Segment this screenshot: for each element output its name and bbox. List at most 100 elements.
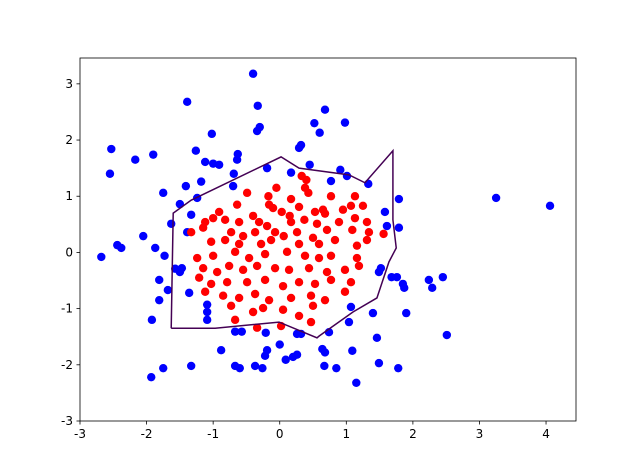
- point: [252, 126, 262, 136]
- point: [186, 361, 196, 371]
- point: [184, 288, 194, 298]
- x-tick-label: 2: [409, 427, 417, 441]
- point: [200, 157, 210, 167]
- point: [438, 272, 448, 282]
- point: [238, 231, 248, 241]
- point: [364, 179, 373, 189]
- point: [214, 160, 224, 169]
- point: [105, 169, 115, 178]
- point: [294, 311, 304, 321]
- point: [207, 129, 217, 139]
- point: [206, 279, 216, 289]
- point: [264, 192, 273, 201]
- point: [212, 267, 222, 277]
- point: [149, 150, 158, 159]
- point: [159, 363, 168, 373]
- point: [300, 215, 309, 225]
- y-tick-label: 1: [65, 189, 73, 203]
- point: [226, 227, 236, 237]
- point: [424, 275, 434, 285]
- point: [286, 194, 296, 204]
- point: [232, 155, 242, 164]
- x-tick-label: -3: [74, 427, 86, 441]
- point: [218, 291, 228, 300]
- point: [230, 327, 240, 336]
- y-tick-label: 0: [65, 245, 73, 259]
- point: [229, 169, 238, 178]
- point: [242, 188, 252, 198]
- point: [326, 251, 336, 260]
- point: [260, 275, 270, 285]
- point: [250, 361, 260, 371]
- point: [326, 192, 336, 201]
- point: [253, 101, 262, 110]
- point: [320, 209, 330, 218]
- point: [191, 146, 201, 155]
- point: [314, 253, 324, 263]
- point: [139, 231, 148, 241]
- x-tick-label: -2: [141, 427, 153, 441]
- y-tick-label: -2: [61, 358, 73, 372]
- point: [442, 330, 452, 340]
- point: [348, 346, 357, 355]
- point: [310, 207, 320, 217]
- point: [234, 217, 244, 227]
- point: [266, 235, 276, 245]
- point: [238, 265, 248, 275]
- point: [305, 160, 314, 169]
- point: [286, 293, 296, 303]
- point: [322, 225, 332, 235]
- point: [107, 144, 116, 154]
- x-tick-label: 1: [342, 427, 350, 441]
- point: [308, 301, 318, 311]
- point: [186, 210, 196, 219]
- point: [306, 317, 316, 327]
- point: [256, 239, 266, 249]
- point: [374, 358, 384, 368]
- point: [394, 363, 403, 373]
- point: [278, 305, 288, 314]
- point: [304, 188, 313, 198]
- point: [230, 247, 240, 257]
- point: [320, 361, 329, 371]
- point: [394, 223, 404, 232]
- point: [97, 252, 106, 262]
- point: [206, 237, 216, 246]
- point: [394, 194, 404, 204]
- point: [358, 201, 368, 210]
- point: [320, 105, 330, 114]
- point: [382, 221, 392, 231]
- point: [234, 239, 244, 249]
- point: [262, 221, 272, 231]
- point: [202, 307, 212, 317]
- point: [315, 128, 324, 137]
- point: [226, 301, 236, 311]
- point: [208, 251, 218, 260]
- point: [228, 181, 238, 191]
- point: [372, 333, 382, 343]
- point: [340, 287, 350, 296]
- point: [147, 315, 157, 325]
- point: [216, 345, 226, 355]
- point: [364, 227, 374, 237]
- point: [264, 295, 274, 305]
- point: [202, 315, 212, 325]
- point: [292, 227, 302, 237]
- point: [346, 302, 356, 312]
- point: [346, 278, 356, 287]
- point: [379, 229, 388, 239]
- point: [304, 263, 314, 273]
- point: [282, 247, 292, 257]
- point: [261, 328, 270, 337]
- point: [284, 265, 294, 275]
- point: [338, 205, 348, 214]
- point: [198, 263, 208, 273]
- point: [352, 378, 361, 387]
- x-tick-label: 4: [542, 427, 550, 441]
- point: [354, 261, 364, 271]
- point: [258, 363, 267, 373]
- point: [248, 211, 258, 221]
- point: [252, 261, 262, 271]
- point: [160, 251, 169, 260]
